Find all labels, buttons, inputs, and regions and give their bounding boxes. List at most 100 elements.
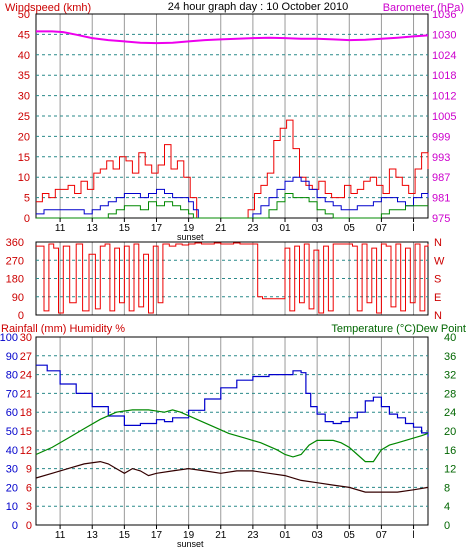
- temperature-dewpoint-axis-label: Temperature (°C)Dew Point: [331, 323, 466, 335]
- sunset-label: sunset: [177, 232, 204, 242]
- humidity-tick-label: 50: [6, 426, 18, 438]
- windspeed-axis-label: Windspeed (kmh): [5, 2, 91, 14]
- x-tick-label: 13: [87, 530, 99, 541]
- windspeed-tick-label: 50: [18, 9, 30, 21]
- x-tick-label: 21: [215, 223, 227, 234]
- x-tick-label: l: [412, 223, 414, 234]
- rainfall-tick-label: 27: [20, 351, 32, 363]
- temperature-tick-label: 20: [444, 426, 456, 438]
- compass-point-label: E: [434, 292, 441, 304]
- barometer-tick-label: 1036: [432, 9, 456, 21]
- x-tick-label: 03: [312, 530, 324, 541]
- compass-point-label: N: [434, 310, 442, 322]
- direction-degree-label: 0: [18, 310, 24, 322]
- rainfall-tick-label: 21: [20, 388, 32, 400]
- rainfall-tick-label: 0: [26, 520, 32, 532]
- series-humidity-: [36, 364, 429, 437]
- graph-title: 24 hour graph day : 10 October 2010: [168, 1, 348, 13]
- barometer-tick-label: 999: [432, 131, 450, 143]
- direction-degree-label: 360: [6, 237, 24, 249]
- windspeed-tick-label: 5: [24, 193, 30, 205]
- humidity-tick-label: 20: [6, 482, 18, 494]
- humidity-tick-label: 10: [6, 501, 18, 513]
- series-average-wind: [36, 176, 429, 219]
- x-tick-label: 19: [183, 530, 195, 541]
- series-wind-direction: [36, 242, 429, 314]
- temperature-tick-label: 28: [444, 388, 456, 400]
- barometer-tick-label: 981: [432, 193, 450, 205]
- rainfall-tick-label: 6: [26, 482, 32, 494]
- x-tick-label: 19: [183, 223, 195, 234]
- wind-barometer-panel: 5045403530252015105010361030102410181012…: [18, 9, 457, 242]
- x-tick-label: 01: [279, 530, 291, 541]
- temperature-tick-label: 8: [444, 482, 450, 494]
- humidity-tick-label: 40: [6, 445, 18, 457]
- x-tick-label: 17: [151, 530, 163, 541]
- barometer-tick-label: 1024: [432, 50, 456, 62]
- x-tick-label: 11: [55, 530, 66, 541]
- temperature-tick-label: 36: [444, 351, 456, 363]
- barometer-tick-label: 1030: [432, 29, 456, 41]
- x-tick-label: 07: [376, 223, 388, 234]
- barometer-tick-label: 993: [432, 152, 450, 164]
- direction-degree-label: 90: [12, 292, 24, 304]
- rainfall-tick-label: 18: [20, 407, 32, 419]
- x-tick-label: 21: [215, 530, 227, 541]
- x-tick-label: 23: [247, 223, 259, 234]
- x-tick-label: 03: [312, 223, 324, 234]
- x-tick-label: 05: [344, 223, 356, 234]
- windspeed-tick-label: 45: [18, 29, 30, 41]
- windspeed-tick-label: 20: [18, 131, 30, 143]
- direction-degree-label: 180: [6, 274, 24, 286]
- windspeed-tick-label: 35: [18, 70, 30, 82]
- humidity-tick-label: 30: [6, 464, 18, 476]
- x-tick-label: 07: [376, 530, 388, 541]
- x-tick-label: 15: [119, 530, 131, 541]
- windspeed-tick-label: 10: [18, 172, 30, 184]
- temperature-tick-label: 0: [444, 520, 450, 532]
- barometer-tick-label: 975: [432, 213, 450, 225]
- humidity-tick-label: 60: [6, 407, 18, 419]
- series-temperature-c-: [35, 409, 429, 463]
- temperature-tick-label: 40: [444, 332, 456, 344]
- windspeed-tick-label: 40: [18, 50, 30, 62]
- x-tick-label: l: [412, 530, 414, 541]
- sunset-label: sunset: [177, 539, 204, 549]
- barometer-tick-label: 1018: [432, 70, 456, 82]
- x-tick-label: 15: [119, 223, 131, 234]
- humidity-tick-label: 90: [6, 351, 18, 363]
- series-dew-point: [35, 460, 429, 493]
- windspeed-tick-label: 30: [18, 91, 30, 103]
- rainfall-tick-label: 9: [26, 464, 32, 476]
- humidity-tick-label: 0: [12, 520, 18, 532]
- barometer-tick-label: 1005: [432, 111, 456, 123]
- rainfall-tick-label: 12: [20, 445, 32, 457]
- rainfall-tick-label: 30: [20, 332, 32, 344]
- x-tick-label: 11: [55, 223, 66, 234]
- x-tick-label: 01: [279, 223, 291, 234]
- rainfall-tick-label: 24: [20, 370, 32, 382]
- x-tick-label: 17: [151, 223, 163, 234]
- x-tick-label: 05: [344, 530, 356, 541]
- temperature-tick-label: 12: [444, 464, 456, 476]
- humidity-tick-label: 100: [0, 332, 18, 344]
- temperature-tick-label: 24: [444, 407, 456, 419]
- barometer-tick-label: 1012: [432, 91, 456, 103]
- series-low-wind: [36, 193, 428, 219]
- humidity-tick-label: 70: [6, 388, 18, 400]
- temperature-tick-label: 4: [444, 501, 450, 513]
- compass-point-label: N: [434, 237, 442, 249]
- temperature-tick-label: 16: [444, 445, 456, 457]
- direction-degree-label: 270: [6, 255, 24, 267]
- series-barometer-hpa-: [36, 30, 429, 45]
- compass-point-label: S: [434, 274, 441, 286]
- barometer-tick-label: 987: [432, 172, 450, 184]
- rainfall-tick-label: 3: [26, 501, 32, 513]
- temperature-tick-label: 32: [444, 370, 456, 382]
- windspeed-tick-label: 25: [18, 111, 30, 123]
- rainfall-humidity-axis-label: Rainfall (mm) Humidity %: [1, 323, 125, 335]
- barometer-axis-label: Barometer (hPa): [383, 2, 464, 14]
- windspeed-tick-label: 15: [18, 152, 30, 164]
